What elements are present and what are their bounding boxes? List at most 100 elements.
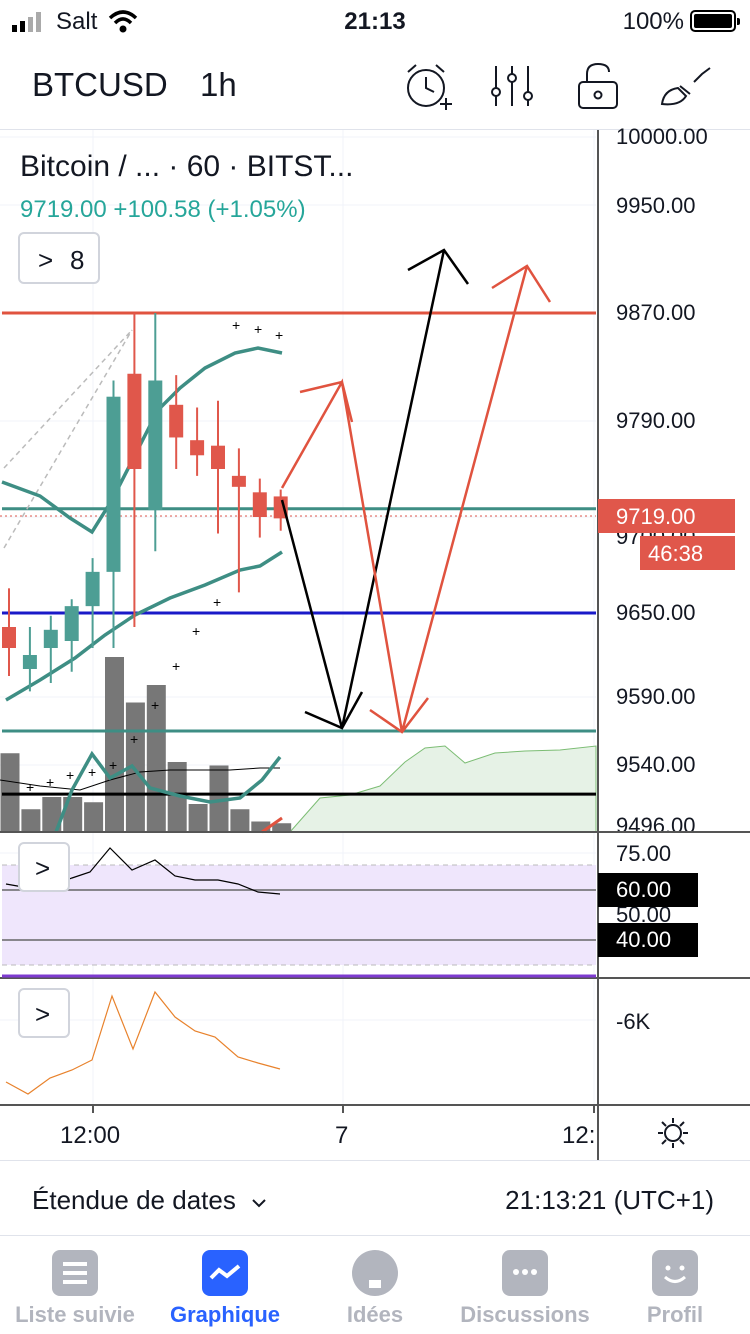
last-price-badge: 9719.00: [598, 499, 735, 533]
volume-bar: [63, 797, 83, 832]
volume-bar: [84, 802, 104, 832]
candle-body: [22, 655, 37, 669]
tab-chart[interactable]: Graphique: [150, 1236, 300, 1334]
price-label: 9790.00: [616, 408, 696, 433]
battery-icon: [690, 10, 740, 32]
volume-bar: [209, 765, 229, 832]
svg-text:+: +: [66, 767, 74, 783]
chevron-right-icon: >: [35, 853, 51, 883]
indicators-toggle-button[interactable]: > 8: [18, 232, 100, 284]
black-projection-arrow: [280, 248, 470, 730]
watchlist-icon: [52, 1250, 98, 1296]
rsi-line: [5, 847, 281, 895]
red-marker: [261, 816, 283, 834]
parabolic-sar: + + + + + + + + + + + + +: [26, 317, 283, 795]
price-label: 9540.00: [616, 752, 696, 777]
price-label: 9870.00: [616, 300, 696, 325]
svg-text:+: +: [46, 774, 54, 790]
tab-label: Liste suivie: [15, 1302, 135, 1327]
volume-bar: [272, 823, 292, 832]
ideas-icon: [352, 1250, 398, 1296]
chart-settings-gear-icon[interactable]: [656, 1116, 690, 1150]
price-label: 9650.00: [616, 600, 696, 625]
date-range-button[interactable]: Étendue de dates: [32, 1185, 267, 1216]
candle-body: [231, 475, 246, 487]
chat-icon: [502, 1250, 548, 1296]
svg-text:+: +: [232, 317, 240, 333]
volume-bar: [105, 657, 124, 832]
chart-canvas[interactable]: + + + + + + + + + + + + +: [0, 130, 750, 1160]
bottom-tab-bar: Liste suivie Graphique Idées Discussions…: [0, 1236, 750, 1334]
timezone-clock[interactable]: 21:13:21 (UTC+1): [505, 1185, 714, 1215]
svg-text:+: +: [26, 779, 34, 795]
date-range-label: Étendue de dates: [32, 1185, 236, 1215]
time-label: 12:: [562, 1122, 596, 1149]
clock: 21:13: [344, 8, 406, 35]
ma-line-thin: [0, 767, 280, 791]
tab-label: Profil: [646, 1302, 704, 1327]
lock-icon[interactable]: [570, 58, 626, 114]
price-label: 9590.00: [616, 684, 696, 709]
date-range-bar: Étendue de dates 21:13:21 (UTC+1): [0, 1160, 750, 1236]
chevron-right-icon: >: [38, 245, 54, 275]
rsi-pane-toggle[interactable]: >: [18, 842, 70, 892]
status-bar: Salt 21:13 100%: [0, 0, 750, 44]
time-label: 7: [335, 1122, 349, 1149]
battery-percent: 100%: [622, 8, 684, 35]
candlestick-series: [2, 313, 288, 692]
candle-body: [211, 445, 225, 469]
rsi-lower-badge: 40.00: [598, 923, 698, 957]
svg-text:+: +: [254, 321, 262, 337]
chevron-down-icon: [252, 1199, 266, 1208]
oscillator-pane-toggle[interactable]: >: [18, 988, 70, 1038]
tab-discussions[interactable]: Discussions: [450, 1236, 600, 1334]
legend-title[interactable]: Bitcoin / ... · 60 · BITST...: [20, 150, 354, 183]
price-label: 9496.00: [616, 813, 696, 831]
svg-text:+: +: [275, 327, 283, 343]
candle-body: [148, 380, 163, 511]
alarm-add-icon[interactable]: [400, 58, 456, 114]
candle-body: [252, 492, 267, 517]
drawing-tools-icon[interactable]: [656, 58, 712, 114]
symbol-selector[interactable]: BTCUSD: [32, 66, 168, 103]
volume-bar: [42, 797, 62, 832]
candle-body: [64, 606, 79, 641]
horizontal-lines: [2, 311, 596, 796]
rsi-band: [2, 865, 596, 965]
volume-bar: [188, 804, 208, 832]
svg-text:+: +: [213, 594, 221, 610]
tab-label: Graphique: [169, 1302, 280, 1327]
trend-line-dashed-2: [3, 329, 133, 549]
candle-body: [106, 396, 121, 572]
rsi-axis-label: 75.00: [616, 841, 672, 866]
candle-body: [190, 440, 205, 456]
ichimoku-cloud: [288, 745, 597, 833]
indicators-count: 8: [70, 245, 85, 275]
price-label: 10000.00: [616, 124, 708, 149]
profile-icon: [652, 1250, 698, 1296]
volume-bar: [251, 821, 271, 832]
oscillator-line: [5, 990, 281, 1095]
rsi-upper-badge: 60.00: [598, 873, 698, 907]
price-label: 9950.00: [616, 193, 696, 218]
tab-profile[interactable]: Profil: [600, 1236, 750, 1334]
tab-watchlist[interactable]: Liste suivie: [0, 1236, 150, 1334]
trend-line-dashed-1: [3, 329, 133, 469]
ma-line-teal: [54, 750, 282, 833]
red-projection-arrow: [280, 264, 552, 734]
tab-label: Discussions: [460, 1302, 590, 1327]
carrier-name: Salt: [56, 8, 98, 35]
svg-text:+: +: [172, 658, 180, 674]
tab-ideas[interactable]: Idées: [300, 1236, 450, 1334]
bollinger-lower: [5, 550, 283, 702]
candle-body: [43, 629, 58, 648]
interval-selector[interactable]: 1h: [200, 66, 237, 103]
indicators-icon[interactable]: [484, 58, 540, 114]
svg-text:+: +: [151, 697, 159, 713]
bollinger-upper: [1, 346, 283, 535]
time-label: 12:00: [60, 1122, 121, 1149]
chart-toolbar: BTCUSD 1h: [0, 44, 750, 130]
legend-values: 9719.00 +100.58 (+1.05%): [20, 196, 306, 223]
candle-body: [2, 627, 16, 648]
candle-body: [127, 373, 142, 469]
